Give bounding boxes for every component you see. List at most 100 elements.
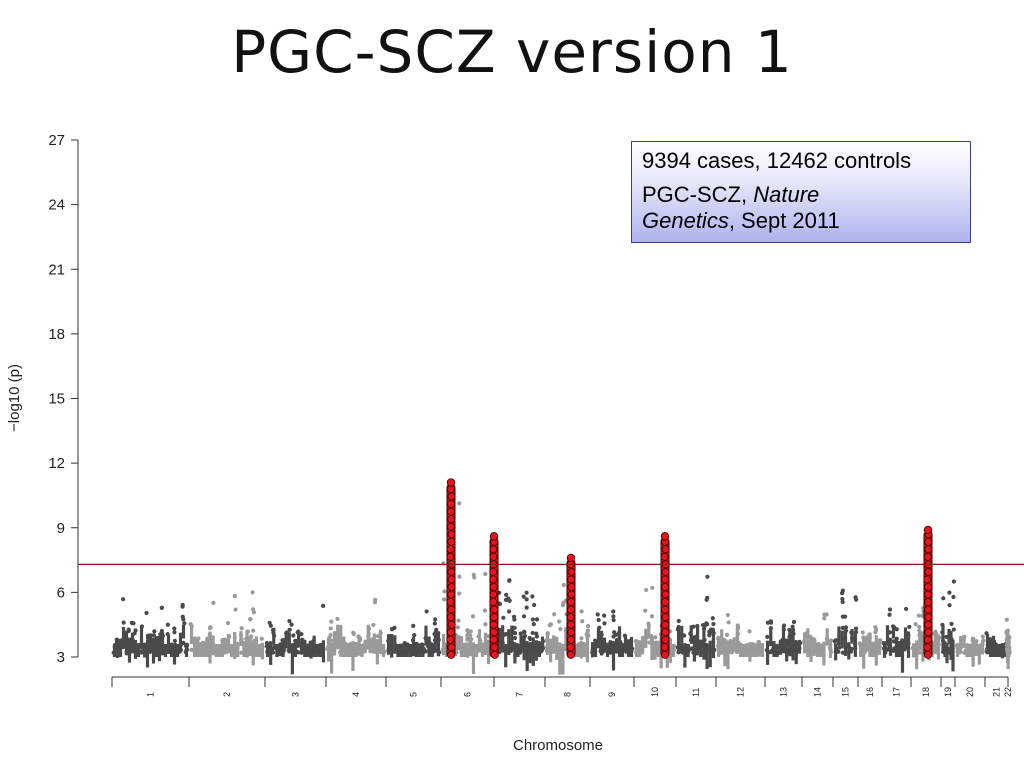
data-point xyxy=(386,633,392,639)
data-point xyxy=(765,634,770,639)
data-point xyxy=(547,640,553,646)
point-column xyxy=(287,632,291,652)
highlight-point xyxy=(489,575,498,584)
data-point xyxy=(544,648,549,653)
data-point xyxy=(894,636,899,641)
data-point xyxy=(794,647,799,653)
x-tick-label-chr-18: 18 xyxy=(921,687,931,697)
x-tick-label-chr-19: 19 xyxy=(943,687,953,697)
highlight-point xyxy=(661,635,670,644)
point-column xyxy=(748,642,752,662)
x-tick-label-chr-12: 12 xyxy=(736,687,746,697)
data-point xyxy=(395,646,400,651)
point-column xyxy=(903,627,908,650)
data-point xyxy=(917,628,922,633)
data-point xyxy=(232,635,237,640)
data-point xyxy=(182,621,187,626)
data-point xyxy=(837,645,842,650)
data-point xyxy=(291,633,296,638)
data-point xyxy=(290,643,295,648)
highlighted-locus-chr18 xyxy=(923,525,933,659)
data-point xyxy=(808,641,813,647)
data-point xyxy=(833,638,838,644)
data-point xyxy=(386,648,391,653)
data-point xyxy=(351,631,356,637)
data-point xyxy=(189,624,194,629)
data-point xyxy=(980,634,985,639)
data-point xyxy=(241,640,246,646)
data-point xyxy=(557,619,562,624)
data-point xyxy=(681,645,687,650)
data-point xyxy=(423,649,428,654)
data-point xyxy=(873,650,878,655)
data-point xyxy=(536,640,542,646)
highlight-point xyxy=(567,635,576,644)
data-point xyxy=(264,641,270,646)
data-point xyxy=(219,644,224,649)
data-point xyxy=(579,636,584,641)
data-point xyxy=(602,613,607,618)
data-point xyxy=(597,625,602,630)
data-point xyxy=(522,629,527,634)
point-column xyxy=(1005,629,1009,646)
point-column xyxy=(549,638,553,663)
point-column xyxy=(468,638,473,657)
data-point xyxy=(814,649,819,654)
point-column xyxy=(172,643,177,665)
x-tick-label-chr-21: 21 xyxy=(992,687,1002,697)
data-point xyxy=(299,631,304,637)
point-column xyxy=(985,634,990,655)
data-point xyxy=(853,630,859,635)
data-point xyxy=(287,618,292,624)
data-point xyxy=(210,641,215,646)
point-column xyxy=(941,625,945,653)
data-point xyxy=(556,650,562,655)
data-point xyxy=(874,627,879,632)
data-point xyxy=(455,625,460,630)
data-point xyxy=(381,645,386,650)
highlight-point xyxy=(446,507,455,516)
point-column xyxy=(900,643,905,673)
data-point xyxy=(678,644,683,649)
chromosome-15-points xyxy=(832,588,859,661)
data-point xyxy=(259,636,264,641)
data-point xyxy=(944,646,949,651)
x-tick-label-chr-11: 11 xyxy=(691,688,701,697)
data-point xyxy=(456,618,461,623)
data-point xyxy=(521,594,526,599)
point-column xyxy=(949,630,953,660)
data-point xyxy=(180,602,185,608)
data-point xyxy=(131,621,136,626)
data-point xyxy=(725,612,731,618)
data-point xyxy=(586,633,591,638)
point-column xyxy=(424,625,428,646)
data-point xyxy=(883,650,888,655)
point-column xyxy=(788,630,792,657)
highlight-point xyxy=(446,598,455,607)
highlight-point xyxy=(923,650,932,659)
data-point xyxy=(424,609,429,614)
data-point xyxy=(530,594,535,599)
point-column xyxy=(561,643,565,675)
data-point xyxy=(329,638,334,643)
point-column xyxy=(885,625,890,646)
point-column xyxy=(233,631,237,660)
data-point xyxy=(858,642,863,648)
data-point xyxy=(528,636,533,642)
point-column xyxy=(522,635,526,661)
data-point xyxy=(695,623,700,629)
chromosome-1-points xyxy=(111,597,190,668)
highlighted-locus-chr10 xyxy=(660,532,670,659)
point-column xyxy=(321,640,326,663)
legend-citation-date: , Sept 2011 xyxy=(728,208,840,233)
data-point xyxy=(430,650,435,655)
data-point xyxy=(132,631,137,636)
data-point xyxy=(784,642,789,647)
data-point xyxy=(685,650,691,655)
data-point xyxy=(643,608,648,613)
data-point xyxy=(296,629,301,634)
data-point xyxy=(321,647,326,652)
highlight-point xyxy=(923,643,932,652)
data-point xyxy=(636,640,641,645)
point-column xyxy=(850,629,854,644)
